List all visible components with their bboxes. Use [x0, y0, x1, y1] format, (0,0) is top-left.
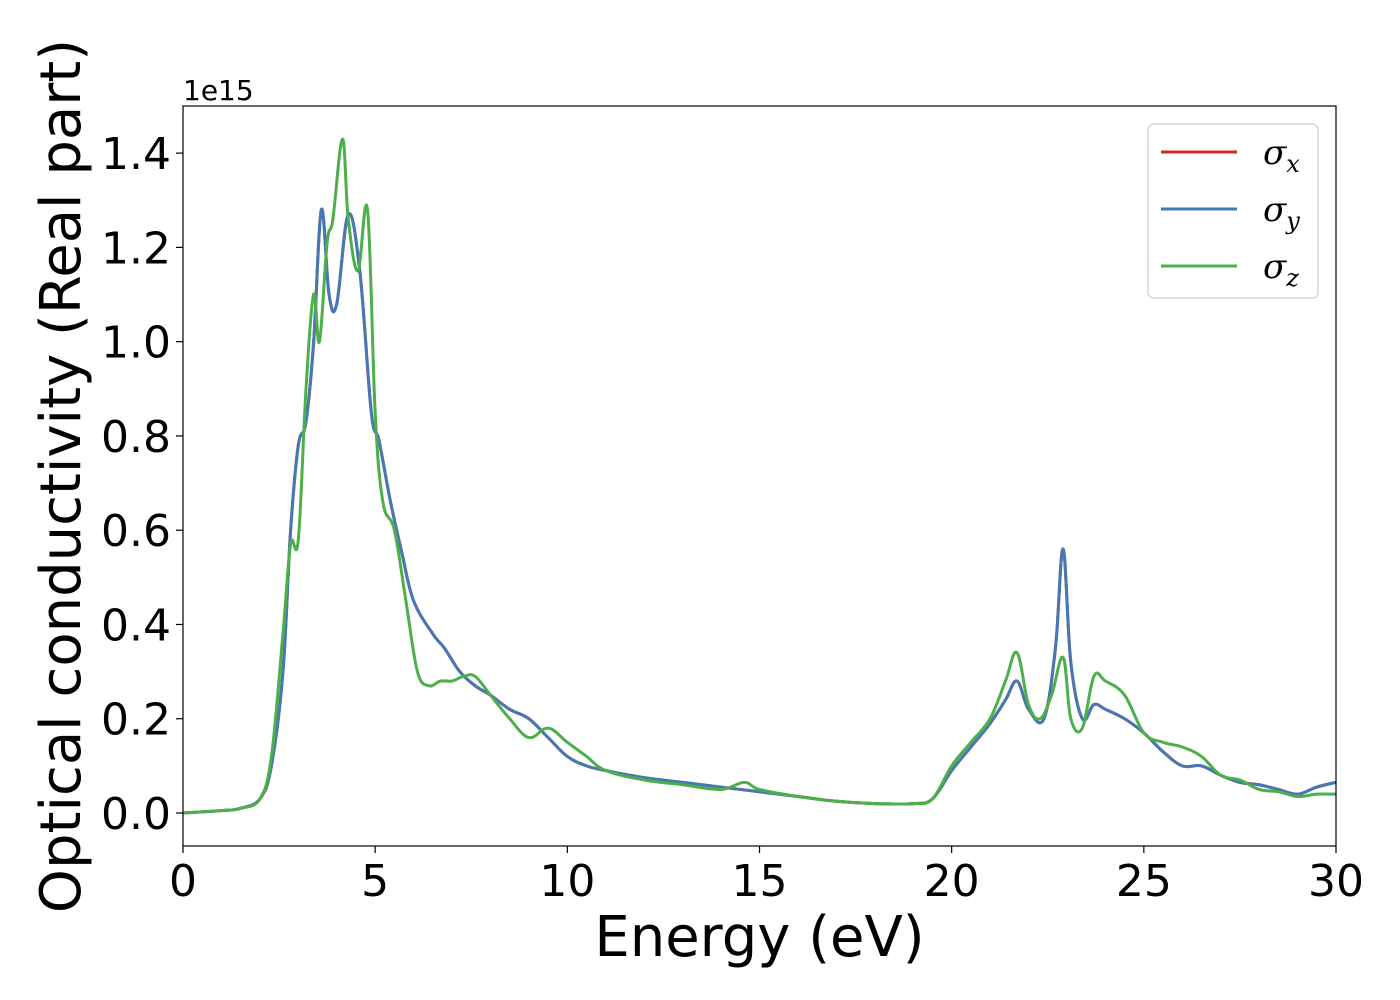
x-axis-label: Energy (eV)	[594, 905, 924, 970]
y-axis-label: Optical conductivity (Real part)	[29, 39, 94, 913]
y-tick-label: 1.0	[101, 318, 171, 369]
plot-lines	[183, 137, 1336, 815]
y-tick-label: 1.4	[101, 129, 171, 180]
y-axis-ticks: 0.0 0.2 0.4 0.6 0.8 1.0 1.2 1.4	[101, 129, 183, 840]
y-tick-label: 0.4	[101, 600, 171, 651]
series-line-z	[183, 137, 1336, 815]
y-tick-label: 0.6	[101, 506, 171, 557]
legend-box	[1147, 123, 1319, 299]
y-tick-label: 1.2	[101, 223, 171, 274]
series-line-y	[183, 207, 1336, 815]
legend-label-x: σx	[1263, 133, 1300, 178]
x-tick-label: 10	[539, 856, 595, 907]
x-tick-label: 30	[1308, 856, 1364, 907]
legend-label-z: σz	[1263, 247, 1299, 292]
y-tick-label: 0.8	[101, 412, 171, 463]
x-tick-label: 15	[732, 856, 788, 907]
x-tick-label: 0	[169, 856, 197, 907]
x-axis-ticks: 0 5 10 15 20 25 30	[169, 846, 1364, 907]
y-offset-label: 1e15	[183, 74, 254, 107]
y-tick-label: 0.2	[101, 695, 171, 746]
x-tick-label: 20	[924, 856, 980, 907]
x-tick-label: 5	[361, 856, 389, 907]
x-tick-label: 25	[1116, 856, 1172, 907]
y-tick-label: 0.0	[101, 789, 171, 840]
legend-label-y: σy	[1263, 190, 1300, 235]
legend: σx σy σz	[1147, 123, 1319, 299]
